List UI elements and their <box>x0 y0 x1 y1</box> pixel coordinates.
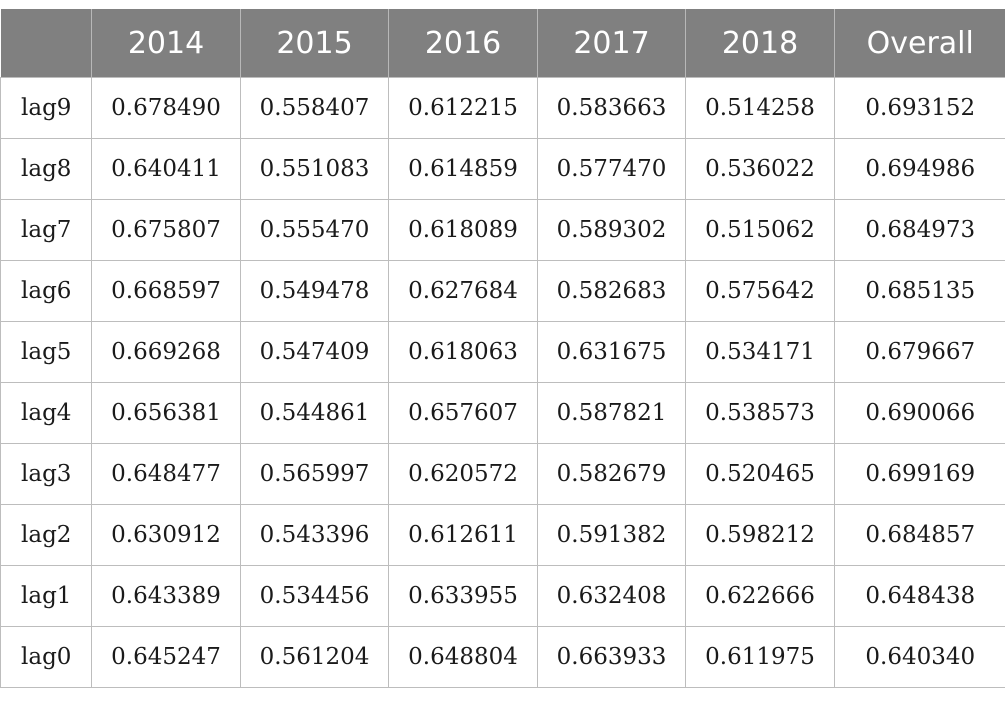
header-overall: Overall <box>834 9 1005 78</box>
table-row: lag3 0.648477 0.565997 0.620572 0.582679 0.52… <box>0 443 1005 505</box>
table-body: lag9 0.678490 0.558407 0.612215 0.583663 0.51… <box>0 77 1005 688</box>
table-cell: 0.547409 <box>240 321 389 383</box>
table-cell: 0.598212 <box>685 504 835 566</box>
header-2017: 2017 <box>537 9 686 78</box>
table-cell: 0.631675 <box>537 321 686 383</box>
table-cell: 0.520465 <box>685 443 835 505</box>
table-cell: 0.551083 <box>240 138 389 200</box>
row-label: lag7 <box>0 199 92 261</box>
table-cell: 0.582683 <box>537 260 686 322</box>
table-cell: 0.544861 <box>240 382 389 444</box>
table-row: lag4 0.656381 0.544861 0.657607 0.587821 0.53… <box>0 382 1005 444</box>
table-cell: 0.699169 <box>834 443 1005 505</box>
table-cell: 0.543396 <box>240 504 389 566</box>
table-cell: 0.684973 <box>834 199 1005 261</box>
row-label: lag6 <box>0 260 92 322</box>
row-label: lag9 <box>0 77 92 139</box>
table-row: lag1 0.643389 0.534456 0.633955 0.632408 0.62… <box>0 565 1005 627</box>
row-label: lag8 <box>0 138 92 200</box>
table-cell: 0.611975 <box>685 626 835 688</box>
table-cell: 0.678490 <box>91 77 241 139</box>
table-cell: 0.515062 <box>685 199 835 261</box>
table-cell: 0.640340 <box>834 626 1005 688</box>
row-label: lag1 <box>0 565 92 627</box>
data-table: 2014 2015 2016 2017 2018 Overall lag9 0.6… <box>0 9 1005 688</box>
table-cell: 0.668597 <box>91 260 241 322</box>
table-cell: 0.577470 <box>537 138 686 200</box>
table-cell: 0.575642 <box>685 260 835 322</box>
table-cell: 0.648438 <box>834 565 1005 627</box>
table-cell: 0.565997 <box>240 443 389 505</box>
table-cell: 0.675807 <box>91 199 241 261</box>
table-cell: 0.587821 <box>537 382 686 444</box>
header-2015: 2015 <box>240 9 389 78</box>
table-cell: 0.656381 <box>91 382 241 444</box>
data-table-container: 2014 2015 2016 2017 2018 Overall lag9 0.6… <box>0 9 1005 688</box>
table-cell: 0.684857 <box>834 504 1005 566</box>
table-cell: 0.614859 <box>388 138 538 200</box>
table-cell: 0.630912 <box>91 504 241 566</box>
table-cell: 0.694986 <box>834 138 1005 200</box>
table-cell: 0.618063 <box>388 321 538 383</box>
table-cell: 0.632408 <box>537 565 686 627</box>
table-cell: 0.555470 <box>240 199 389 261</box>
table-row: lag0 0.645247 0.561204 0.648804 0.663933 0.61… <box>0 626 1005 688</box>
table-cell: 0.538573 <box>685 382 835 444</box>
table-cell: 0.693152 <box>834 77 1005 139</box>
table-cell: 0.534171 <box>685 321 835 383</box>
table-cell: 0.640411 <box>91 138 241 200</box>
table-cell: 0.561204 <box>240 626 389 688</box>
table-row: lag5 0.669268 0.547409 0.618063 0.631675 0.53… <box>0 321 1005 383</box>
table-header: 2014 2015 2016 2017 2018 Overall <box>0 9 1005 78</box>
table-cell: 0.612215 <box>388 77 538 139</box>
table-cell: 0.648477 <box>91 443 241 505</box>
table-row: lag6 0.668597 0.549478 0.627684 0.582683 0.57… <box>0 260 1005 322</box>
table-cell: 0.663933 <box>537 626 686 688</box>
table-cell: 0.536022 <box>685 138 835 200</box>
table-row: lag9 0.678490 0.558407 0.612215 0.583663 0.51… <box>0 77 1005 139</box>
table-cell: 0.534456 <box>240 565 389 627</box>
table-cell: 0.583663 <box>537 77 686 139</box>
header-2016: 2016 <box>388 9 538 78</box>
row-label: lag3 <box>0 443 92 505</box>
table-cell: 0.549478 <box>240 260 389 322</box>
table-row: lag7 0.675807 0.555470 0.618089 0.589302 0.51… <box>0 199 1005 261</box>
table-cell: 0.627684 <box>388 260 538 322</box>
header-2014: 2014 <box>91 9 241 78</box>
table-cell: 0.558407 <box>240 77 389 139</box>
table-cell: 0.648804 <box>388 626 538 688</box>
table-cell: 0.685135 <box>834 260 1005 322</box>
header-2018: 2018 <box>685 9 835 78</box>
table-row: lag2 0.630912 0.543396 0.612611 0.591382 0.59… <box>0 504 1005 566</box>
table-cell: 0.622666 <box>685 565 835 627</box>
header-corner <box>0 9 92 78</box>
table-cell: 0.690066 <box>834 382 1005 444</box>
table-cell: 0.657607 <box>388 382 538 444</box>
header-row: 2014 2015 2016 2017 2018 Overall <box>0 9 1005 78</box>
table-cell: 0.589302 <box>537 199 686 261</box>
row-label: lag4 <box>0 382 92 444</box>
table-cell: 0.669268 <box>91 321 241 383</box>
table-cell: 0.612611 <box>388 504 538 566</box>
table-cell: 0.591382 <box>537 504 686 566</box>
table-cell: 0.618089 <box>388 199 538 261</box>
table-cell: 0.514258 <box>685 77 835 139</box>
table-row: lag8 0.640411 0.551083 0.614859 0.577470 0.53… <box>0 138 1005 200</box>
table-cell: 0.645247 <box>91 626 241 688</box>
table-cell: 0.679667 <box>834 321 1005 383</box>
table-cell: 0.643389 <box>91 565 241 627</box>
table-cell: 0.582679 <box>537 443 686 505</box>
table-cell: 0.633955 <box>388 565 538 627</box>
row-label: lag0 <box>0 626 92 688</box>
row-label: lag2 <box>0 504 92 566</box>
table-cell: 0.620572 <box>388 443 538 505</box>
row-label: lag5 <box>0 321 92 383</box>
